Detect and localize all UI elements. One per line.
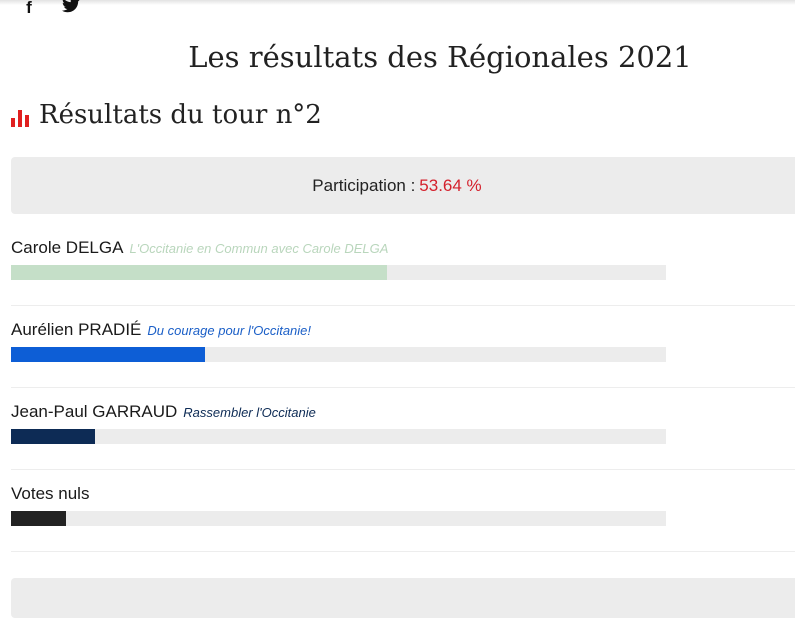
result-bar-track: [11, 429, 666, 444]
participation-label: Participation :: [312, 175, 416, 195]
social-share-bar: f: [20, 0, 80, 20]
result-bar-fill: [11, 265, 387, 280]
section-title: Résultats du tour n°2: [39, 100, 322, 130]
bar-chart-icon-bar: [18, 110, 22, 127]
bar-chart-icon-bar: [11, 118, 15, 127]
bar-chart-icon-bar: [25, 115, 29, 127]
candidate-name: Jean-Paul GARRAUD: [11, 402, 178, 421]
page-title: Les résultats des Régionales 2021: [188, 40, 692, 74]
result-bar-fill: [11, 511, 67, 526]
candidate-row: Carole DELGA L'Occitanie en Commun avec …: [11, 238, 795, 306]
row-divider: [11, 387, 795, 388]
candidate-party: L'Occitanie en Commun avec Carole DELGA: [129, 241, 389, 256]
participation-box: Participation : 53.64 %: [11, 157, 795, 214]
candidate-row: Aurélien PRADIÉ Du courage pour l'Occita…: [11, 320, 795, 388]
participation-value: 53.64 %: [419, 175, 482, 195]
candidate-row: Votes nuls: [11, 484, 795, 552]
row-divider: [11, 305, 795, 306]
result-bar-fill: [11, 429, 95, 444]
twitter-icon[interactable]: [62, 0, 80, 19]
result-bar-track: [11, 511, 666, 526]
result-bar-fill: [11, 347, 205, 362]
row-divider: [11, 469, 795, 470]
candidate-row: Jean-Paul GARRAUD Rassembler l'Occitanie: [11, 402, 795, 470]
row-divider: [11, 551, 795, 552]
result-bar-track: [11, 347, 666, 362]
candidate-name: Aurélien PRADIÉ: [11, 320, 142, 339]
candidate-party: Du courage pour l'Occitanie!: [147, 323, 312, 338]
section-header: Résultats du tour n°2: [11, 100, 322, 130]
bar-chart-icon: [11, 109, 31, 127]
candidate-name: Votes nuls: [11, 484, 90, 503]
candidate-name: Carole DELGA: [11, 238, 124, 257]
top-shadow: [0, 0, 795, 5]
result-bar-track: [11, 265, 666, 280]
next-panel: [11, 578, 795, 618]
facebook-icon[interactable]: f: [26, 0, 32, 17]
candidate-party: Rassembler l'Occitanie: [183, 405, 316, 420]
